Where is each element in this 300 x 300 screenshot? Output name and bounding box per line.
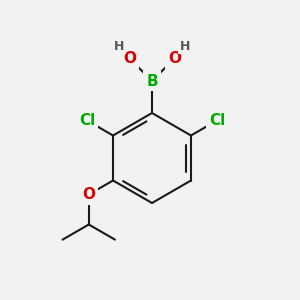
Text: O: O bbox=[82, 187, 95, 202]
Text: B: B bbox=[146, 74, 158, 88]
Text: H: H bbox=[114, 40, 124, 53]
Text: H: H bbox=[179, 40, 190, 53]
Text: O: O bbox=[168, 51, 181, 66]
Text: O: O bbox=[123, 51, 136, 66]
Text: Cl: Cl bbox=[209, 113, 225, 128]
Text: Cl: Cl bbox=[79, 113, 95, 128]
